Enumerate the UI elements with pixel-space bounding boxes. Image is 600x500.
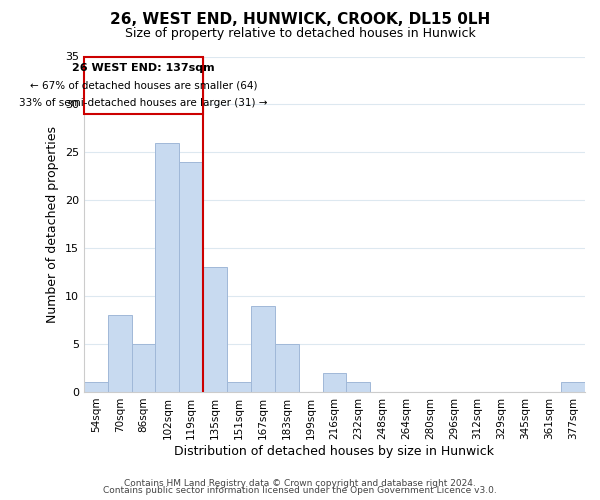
- X-axis label: Distribution of detached houses by size in Hunwick: Distribution of detached houses by size …: [175, 444, 494, 458]
- Bar: [131, 344, 155, 392]
- Bar: [561, 382, 585, 392]
- Text: 26, WEST END, HUNWICK, CROOK, DL15 0LH: 26, WEST END, HUNWICK, CROOK, DL15 0LH: [110, 12, 490, 28]
- Bar: [203, 268, 227, 392]
- Text: Size of property relative to detached houses in Hunwick: Size of property relative to detached ho…: [125, 28, 475, 40]
- Bar: [323, 373, 346, 392]
- Bar: [227, 382, 251, 392]
- Y-axis label: Number of detached properties: Number of detached properties: [46, 126, 59, 322]
- Text: Contains HM Land Registry data © Crown copyright and database right 2024.: Contains HM Land Registry data © Crown c…: [124, 478, 476, 488]
- Bar: [346, 382, 370, 392]
- Text: ← 67% of detached houses are smaller (64): ← 67% of detached houses are smaller (64…: [30, 80, 257, 90]
- Text: 33% of semi-detached houses are larger (31) →: 33% of semi-detached houses are larger (…: [19, 98, 268, 108]
- Bar: [108, 316, 131, 392]
- Bar: [179, 162, 203, 392]
- Text: Contains public sector information licensed under the Open Government Licence v3: Contains public sector information licen…: [103, 486, 497, 495]
- Bar: [251, 306, 275, 392]
- Bar: [84, 382, 108, 392]
- Bar: [275, 344, 299, 392]
- Bar: [155, 143, 179, 392]
- Text: 26 WEST END: 137sqm: 26 WEST END: 137sqm: [72, 63, 215, 73]
- FancyBboxPatch shape: [84, 56, 203, 114]
